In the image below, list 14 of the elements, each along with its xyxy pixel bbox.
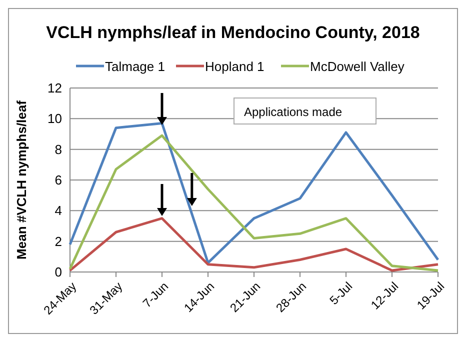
y-tick-label: 10: [48, 111, 62, 126]
legend-label: Hopland 1: [205, 59, 264, 74]
legend-label: McDowell Valley: [310, 59, 405, 74]
y-axis-title: Mean #VCLH nymphs/leaf: [14, 100, 29, 260]
y-tick-label: 6: [54, 172, 62, 188]
y-tick-label: 2: [54, 234, 62, 249]
annotation: Applications made: [244, 105, 342, 119]
legend-label: Talmage 1: [105, 59, 165, 74]
y-tick-label: 4: [54, 203, 62, 218]
line-series: [68, 217, 440, 272]
y-tick-label: 0: [54, 264, 62, 280]
chart-title: VCLH nymphs/leaf in Mendocino County, 2018: [46, 23, 420, 42]
y-tick-label: 8: [54, 142, 62, 157]
y-tick-label: 12: [48, 80, 62, 96]
